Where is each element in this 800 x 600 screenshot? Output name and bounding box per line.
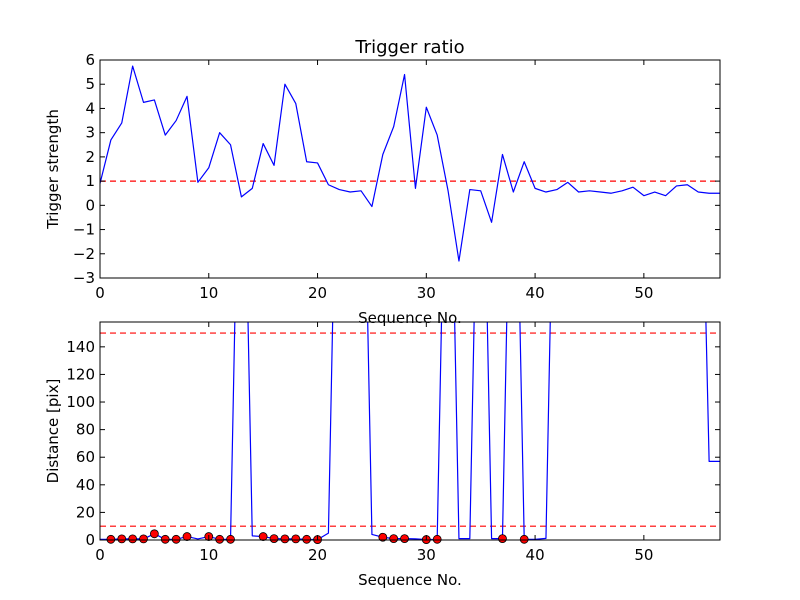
- bottom-marker-9: [215, 534, 225, 544]
- bottom-marker-13: [280, 534, 290, 544]
- bottom-xtick-label-1: 10: [199, 546, 218, 564]
- top-xtick-label-5: 50: [634, 284, 653, 302]
- bottom-y-axis-label: Distance [pix]: [44, 379, 62, 484]
- top-xtick-label-4: 40: [526, 284, 545, 302]
- bottom-ytick-label-4: 80: [76, 421, 95, 439]
- bottom-marker-3: [139, 534, 148, 544]
- bottom-marker-7: [182, 532, 192, 541]
- bottom-xtick-label-5: 50: [634, 546, 653, 564]
- top-ytick-label-7: 4: [85, 99, 95, 117]
- bottom-ytick-label-3: 60: [76, 448, 95, 466]
- top-x-axis-label: Sequence No.: [358, 309, 462, 327]
- bottom-marker-4: [149, 529, 159, 539]
- bottom-marker-15: [302, 534, 312, 544]
- distance-plot: 0 10 20 30 40 50 0 20 40 60 80 100 120 140 Sequence No…: [44, 321, 721, 589]
- bottom-series-line-0: [100, 322, 720, 540]
- bottom-marker-10: [226, 534, 235, 544]
- bottom-x-axis-label: Sequence No.: [358, 571, 462, 589]
- bottom-marker-17: [378, 532, 388, 542]
- top-ytick-label-6: 3: [85, 124, 95, 142]
- top-series-line-0: [100, 65, 720, 262]
- top-y-axis-label: Trigger strength: [44, 109, 62, 230]
- top-ytick-label-9: 6: [85, 51, 95, 69]
- bottom-marker-18: [389, 534, 399, 544]
- top-ytick-label-4: 1: [85, 172, 95, 190]
- bottom-axes-frame: [99, 321, 721, 541]
- top-plot-area: [100, 65, 720, 262]
- bottom-marker-12: [269, 534, 279, 544]
- top-xtick-label-2: 20: [308, 284, 327, 302]
- bottom-ytick-label-6: 120: [66, 365, 95, 383]
- bottom-xtick-label-3: 30: [417, 546, 436, 564]
- bottom-marker-1: [117, 534, 127, 544]
- top-ytick-label-5: 2: [85, 148, 95, 166]
- bottom-marker-11: [258, 532, 268, 541]
- bottom-marker-22: [498, 534, 507, 544]
- top-axes-frame: [99, 59, 721, 279]
- top-ytick-label-1: −2: [73, 245, 95, 263]
- top-ytick-label-8: 5: [85, 75, 95, 93]
- bottom-marker-5: [160, 534, 170, 544]
- top-chart-title: Trigger ratio: [354, 37, 464, 58]
- bottom-xtick-label-2: 20: [308, 546, 327, 564]
- bottom-marker-14: [291, 534, 301, 544]
- top-xtick-label-3: 30: [417, 284, 436, 302]
- bottom-ytick-label-2: 40: [76, 476, 95, 494]
- top-ytick-label-0: −3: [73, 269, 95, 287]
- bottom-marker-23: [519, 534, 529, 544]
- bottom-ytick-label-1: 20: [76, 503, 95, 521]
- bottom-xtick-label-0: 0: [95, 546, 105, 564]
- bottom-ytick-label-5: 100: [66, 393, 95, 411]
- bottom-marker-21: [432, 534, 442, 544]
- top-xtick-label-0: 0: [95, 284, 105, 302]
- bottom-plot-area: [100, 322, 720, 540]
- bottom-marker-19: [400, 534, 409, 544]
- bottom-marker-6: [171, 534, 181, 544]
- bottom-marker-2: [128, 534, 138, 544]
- top-xtick-label-1: 10: [199, 284, 218, 302]
- top-ytick-label-3: 0: [85, 196, 95, 214]
- bottom-marker-0: [106, 534, 116, 544]
- top-ytick-label-2: −1: [73, 221, 95, 239]
- bottom-ytick-label-0: 0: [85, 531, 95, 549]
- bottom-ytick-label-7: 140: [66, 338, 95, 356]
- bottom-xtick-label-4: 40: [526, 546, 545, 564]
